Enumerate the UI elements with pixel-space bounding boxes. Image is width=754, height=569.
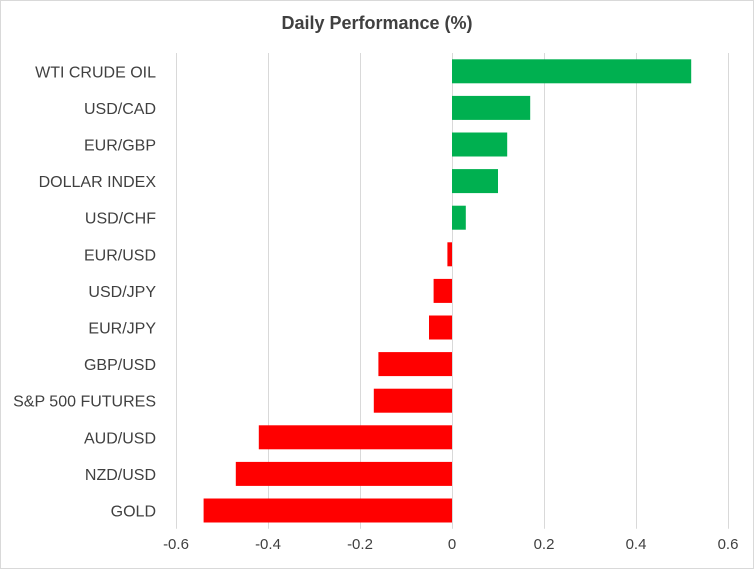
category-label-usd-cad: USD/CAD xyxy=(84,101,156,118)
bar-wti-crude-oil xyxy=(452,59,692,84)
category-label-eur-gbp: EUR/GBP xyxy=(84,138,156,155)
bar-aud-usd xyxy=(258,425,452,450)
x-tick-label: 0.4 xyxy=(626,536,647,553)
category-label-eur-jpy: EUR/JPY xyxy=(88,321,156,338)
bar-usd-jpy xyxy=(433,278,452,303)
category-label-gold: GOLD xyxy=(111,504,156,521)
gridlines xyxy=(176,53,729,529)
bar-eur-gbp xyxy=(452,132,508,157)
x-axis-tick-labels: -0.6 -0.4 -0.2 0 0.2 0.4 0.6 xyxy=(163,536,738,553)
category-label-sandp-500-futures: S&P 500 FUTURES xyxy=(13,394,156,411)
category-label-gbp-usd: GBP/USD xyxy=(84,357,156,374)
bar-dollar-index xyxy=(452,169,498,194)
bar-eur-usd xyxy=(447,242,452,267)
chart-title: Daily Performance (%) xyxy=(281,13,473,33)
x-tick-label: -0.2 xyxy=(347,536,373,553)
bar-gold xyxy=(203,498,452,523)
bar-usd-chf xyxy=(452,205,466,230)
bars xyxy=(203,59,692,523)
category-label-eur-usd: EUR/USD xyxy=(84,247,156,264)
x-tick-label: 0 xyxy=(448,536,456,553)
x-tick-label: 0.6 xyxy=(718,536,739,553)
x-tick-label: -0.4 xyxy=(255,536,281,553)
bar-gbp-usd xyxy=(378,352,452,377)
bar-nzd-usd xyxy=(235,461,452,486)
bar-usd-cad xyxy=(452,95,531,120)
category-labels: WTI CRUDE OIL USD/CAD EUR/GBP DOLLAR INDEX U… xyxy=(13,64,156,520)
bar-eur-jpy xyxy=(429,315,452,340)
category-label-usd-jpy: USD/JPY xyxy=(88,284,156,301)
bar-sandp-500-futures xyxy=(373,388,452,413)
category-label-aud-usd: AUD/USD xyxy=(84,430,156,447)
category-label-nzd-usd: NZD/USD xyxy=(85,467,156,484)
x-tick-label: 0.2 xyxy=(534,536,555,553)
category-label-usd-chf: USD/CHF xyxy=(85,211,156,228)
x-tick-label: -0.6 xyxy=(163,536,189,553)
category-label-dollar-index: DOLLAR INDEX xyxy=(39,174,157,191)
category-label-wti-crude-oil: WTI CRUDE OIL xyxy=(35,64,156,81)
